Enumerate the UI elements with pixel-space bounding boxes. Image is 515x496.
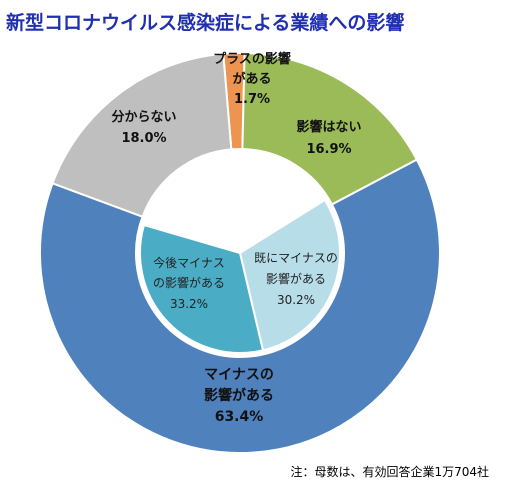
label-plus-name-1: プラスの影響 xyxy=(213,51,291,67)
label-future-name-2: の影響がある xyxy=(153,275,225,290)
label-already-value: 30.2% xyxy=(277,293,315,307)
outer-ring xyxy=(39,52,441,454)
label-unknown-value: 18.0% xyxy=(121,131,166,146)
footnote: 注：母数は、有効回答企業1万704社 xyxy=(290,465,489,479)
label-minus-name-2: 影響がある xyxy=(204,387,274,404)
inner-blank xyxy=(182,193,291,253)
label-unknown-name: 分からない xyxy=(111,109,176,125)
label-none-value: 16.9% xyxy=(306,142,351,157)
label-plus-name-2: がある xyxy=(232,71,271,87)
label-already-name-2: 影響がある xyxy=(266,271,326,286)
label-none-name: 影響はない xyxy=(296,119,361,135)
inner-slice-1 xyxy=(139,223,265,354)
inner-ring xyxy=(136,149,344,357)
label-already-name-1: 既にマイナスの xyxy=(254,251,338,265)
chart-title: 新型コロナウイルス感染症による業績への影響 xyxy=(6,12,405,34)
label-future-value: 33.2% xyxy=(170,297,208,311)
label-minus-value: 63.4% xyxy=(215,409,264,425)
label-plus-value: 1.7% xyxy=(234,92,270,107)
label-future-name-1: 今後マイナス xyxy=(153,255,225,270)
label-minus-name-1: マイナスの xyxy=(204,367,274,383)
inner-slice-0 xyxy=(238,198,341,352)
